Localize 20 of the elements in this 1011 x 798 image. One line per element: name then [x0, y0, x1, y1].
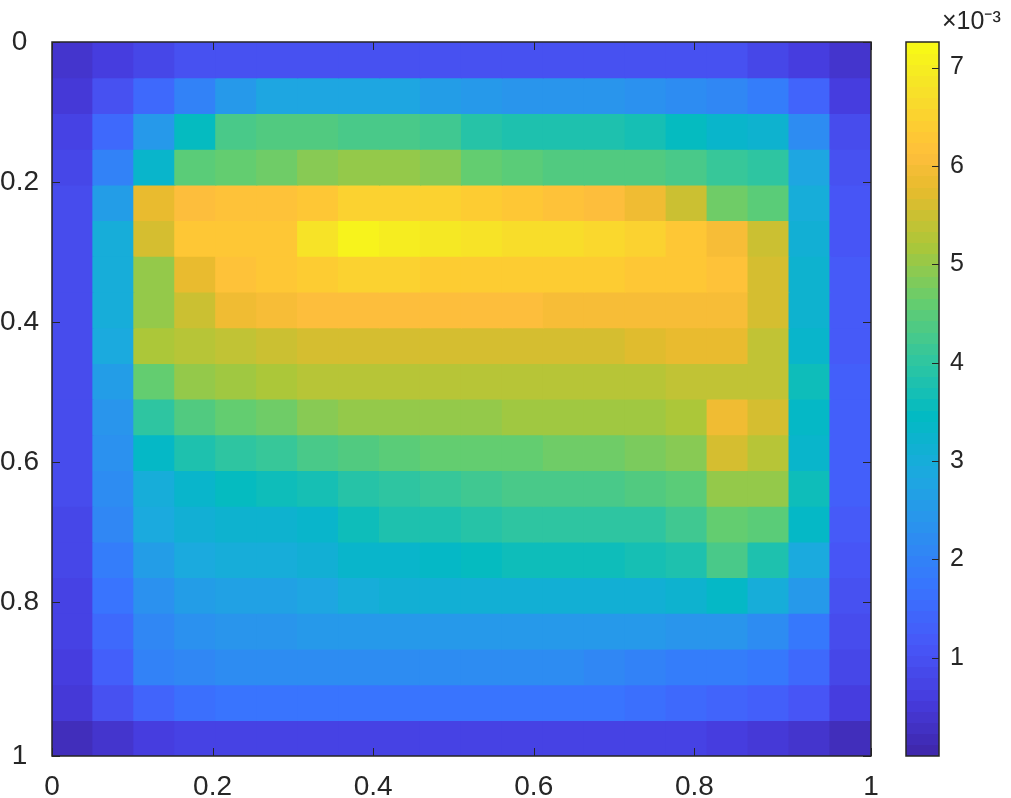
y-tick-label: 0	[11, 24, 28, 56]
color-bar-label: 5	[950, 248, 964, 277]
y-tick-label: 0.4	[0, 304, 40, 336]
y-tick-label: 1	[11, 738, 28, 770]
y-tick-label: 0.8	[0, 584, 40, 616]
color-bar-label: 7	[950, 51, 964, 80]
x-tick-label: 0.8	[674, 769, 714, 798]
y-tick-label: 0.6	[0, 444, 40, 476]
color-bar-title: ×10⁻³	[942, 6, 1001, 34]
x-tick-label: 1	[863, 769, 879, 798]
x-tick-label: 0.2	[193, 769, 233, 798]
color-bar-label: 4	[950, 346, 964, 375]
x-tick-label: 0	[44, 769, 60, 798]
x-tick-label: 0.4	[353, 769, 393, 798]
color-bar-label: 6	[950, 149, 964, 178]
color-bar-label: 3	[950, 444, 964, 473]
color-bar-label: 1	[950, 641, 964, 670]
y-tick-label: 0.2	[0, 164, 40, 196]
x-tick-label: 0.6	[514, 769, 554, 798]
color-bar-label: 2	[950, 543, 964, 572]
